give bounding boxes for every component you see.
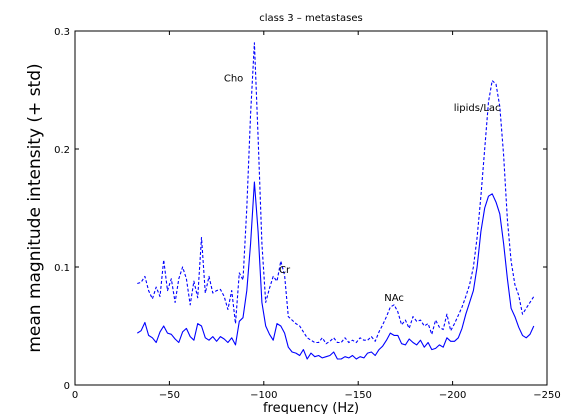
- plot-background: [75, 31, 547, 385]
- peak-annotation: lipids/Lac: [454, 103, 501, 114]
- y-tick-label: 0.3: [54, 27, 70, 38]
- chart-title: class 3 – metastases: [259, 13, 363, 24]
- x-tick-label: −50: [159, 390, 180, 401]
- y-tick-label: 0: [64, 381, 70, 392]
- x-tick-label: −100: [250, 390, 277, 401]
- series-layer: [137, 42, 535, 360]
- peak-annotation: NAc: [384, 293, 404, 304]
- y-tick-label: 0.1: [54, 263, 70, 274]
- peak-annotation: Cr: [279, 265, 291, 276]
- y-axis-label: mean magnitude intensity (+ std): [25, 63, 45, 352]
- annotation-layer: Cho Cr NAc lipids/Lac: [224, 74, 501, 304]
- peak-annotation: Cho: [224, 74, 243, 85]
- x-axis-label: frequency (Hz): [263, 401, 359, 414]
- y-tick-label: 0.2: [54, 145, 70, 156]
- x-tick-label: 0: [72, 390, 78, 401]
- series-line-1-solid: [137, 181, 535, 360]
- x-tick-label: −200: [439, 390, 466, 401]
- x-tick-label: −150: [344, 390, 371, 401]
- series-line-0-dashed: [137, 42, 535, 345]
- x-tick-label: −250: [533, 390, 560, 401]
- plot-frame: [74, 30, 548, 386]
